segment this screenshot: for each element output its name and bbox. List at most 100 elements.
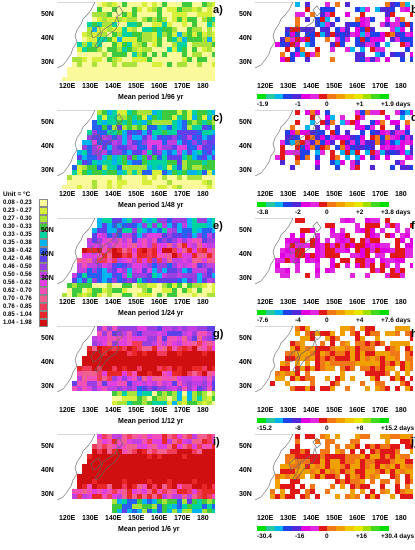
x-tick-label: 160E <box>151 515 168 522</box>
legend-swatch <box>39 286 48 295</box>
phase-colorbar <box>257 94 389 99</box>
x-tick-label: 120E <box>257 191 274 198</box>
legend-swatch <box>39 318 48 327</box>
y-tick-label: 40N <box>41 467 54 474</box>
y-tick-label: 50N <box>41 119 54 126</box>
colorbar-tick-label: +7.6 days <box>381 317 411 324</box>
colorbar-tick-label: 0 <box>325 209 329 216</box>
phase-map <box>255 2 413 69</box>
x-tick-label: 170E <box>174 407 191 414</box>
legend-item: 0.46 - 0.50 <box>3 262 48 271</box>
x-tick-label: 140E <box>105 515 122 522</box>
legend-item-label: 0.46 - 0.50 <box>3 263 32 270</box>
legend-item-label: 0.70 - 0.76 <box>3 295 32 302</box>
colorbar-tick-label: +2 <box>356 209 364 216</box>
x-tick-label: 180 <box>395 83 407 90</box>
legend-item: 0.27 - 0.30 <box>3 214 48 223</box>
amplitude-map <box>57 326 215 405</box>
colorbar-tick-label: -16 <box>295 533 305 540</box>
y-tick-label: 50N <box>239 227 252 234</box>
x-tick-label: 140E <box>303 191 320 198</box>
y-tick-label: 30N <box>41 167 54 174</box>
y-tick-label: 50N <box>41 11 54 18</box>
x-tick-label: 170E <box>372 407 389 414</box>
x-tick-label: 130E <box>280 83 297 90</box>
x-tick-label: 170E <box>174 299 191 306</box>
x-tick-label: 150E <box>128 407 145 414</box>
legend-swatch <box>39 206 48 215</box>
phase-colorbar <box>257 418 389 423</box>
y-tick-label: 30N <box>239 491 252 498</box>
x-tick-label: 180 <box>197 191 209 198</box>
y-tick-label: 30N <box>239 275 252 282</box>
y-tick-label: 40N <box>41 35 54 42</box>
mean-period-caption: Mean period 1/48 yr <box>118 202 184 209</box>
y-tick-label: 40N <box>239 35 252 42</box>
legend-swatch <box>39 214 48 223</box>
x-tick-label: 130E <box>280 407 297 414</box>
legend-item: 0.08 - 0.23 <box>3 198 48 207</box>
legend-item-label: 0.33 - 0.35 <box>3 231 32 238</box>
panel-label: b) <box>411 4 415 16</box>
y-tick-label: 50N <box>41 227 54 234</box>
y-tick-label: 50N <box>239 335 252 342</box>
y-tick-label: 30N <box>41 275 54 282</box>
amplitude-map <box>57 218 215 297</box>
x-tick-label: 170E <box>372 191 389 198</box>
x-tick-label: 130E <box>280 191 297 198</box>
legend-item: 0.62 - 0.70 <box>3 286 48 295</box>
x-tick-label: 130E <box>82 299 99 306</box>
x-tick-label: 120E <box>59 83 76 90</box>
x-tick-label: 120E <box>257 299 274 306</box>
legend-item-label: 0.30 - 0.33 <box>3 223 32 230</box>
x-tick-label: 170E <box>174 191 191 198</box>
x-tick-label: 140E <box>105 191 122 198</box>
legend-item-label: 0.27 - 0.30 <box>3 215 32 222</box>
colorbar-tick-label: 0 <box>325 101 329 108</box>
y-tick-label: 30N <box>41 59 54 66</box>
colorbar-tick-label: -30.4 <box>257 533 272 540</box>
y-tick-label: 40N <box>239 359 252 366</box>
colorbar-tick-label: -3.8 <box>257 209 269 216</box>
panel-label: d) <box>411 112 415 124</box>
x-tick-label: 140E <box>105 407 122 414</box>
coastline <box>57 434 124 501</box>
y-tick-label: 50N <box>239 443 252 450</box>
legend-swatch <box>39 254 48 263</box>
legend-item-label: 0.76 - 0.85 <box>3 303 32 310</box>
legend-swatch <box>39 230 48 239</box>
x-tick-label: 160E <box>151 299 168 306</box>
y-tick-label: 50N <box>239 119 252 126</box>
colorbar-tick-label: 0 <box>325 533 329 540</box>
legend-item-label: 0.38 - 0.42 <box>3 247 32 254</box>
legend-title: Unit = °C <box>3 191 31 198</box>
legend-item: 0.56 - 0.62 <box>3 278 48 287</box>
x-tick-label: 170E <box>372 299 389 306</box>
y-tick-label: 50N <box>239 11 252 18</box>
y-tick-label: 50N <box>41 335 54 342</box>
colorbar-tick-label: -8 <box>295 425 301 432</box>
x-tick-label: 120E <box>59 407 76 414</box>
x-tick-label: 120E <box>257 407 274 414</box>
x-tick-label: 120E <box>59 191 76 198</box>
x-tick-label: 160E <box>349 191 366 198</box>
x-tick-label: 180 <box>197 407 209 414</box>
phase-map <box>255 218 413 285</box>
legend-item: 0.42 - 0.46 <box>3 254 48 263</box>
coastline <box>57 326 124 393</box>
x-tick-label: 150E <box>326 515 343 522</box>
x-tick-label: 130E <box>280 299 297 306</box>
mean-period-caption: Mean period 1/12 yr <box>118 418 184 425</box>
x-tick-label: 150E <box>326 83 343 90</box>
panel-label: i) <box>213 436 220 448</box>
colorbar-tick-label: -2 <box>295 209 301 216</box>
amplitude-map <box>57 434 215 513</box>
legend-item-label: 0.08 - 0.23 <box>3 199 32 206</box>
x-tick-label: 130E <box>82 407 99 414</box>
y-tick-label: 40N <box>41 143 54 150</box>
x-tick-label: 160E <box>151 191 168 198</box>
x-tick-label: 140E <box>303 299 320 306</box>
x-tick-label: 120E <box>59 299 76 306</box>
x-tick-label: 180 <box>395 407 407 414</box>
x-tick-label: 160E <box>349 83 366 90</box>
